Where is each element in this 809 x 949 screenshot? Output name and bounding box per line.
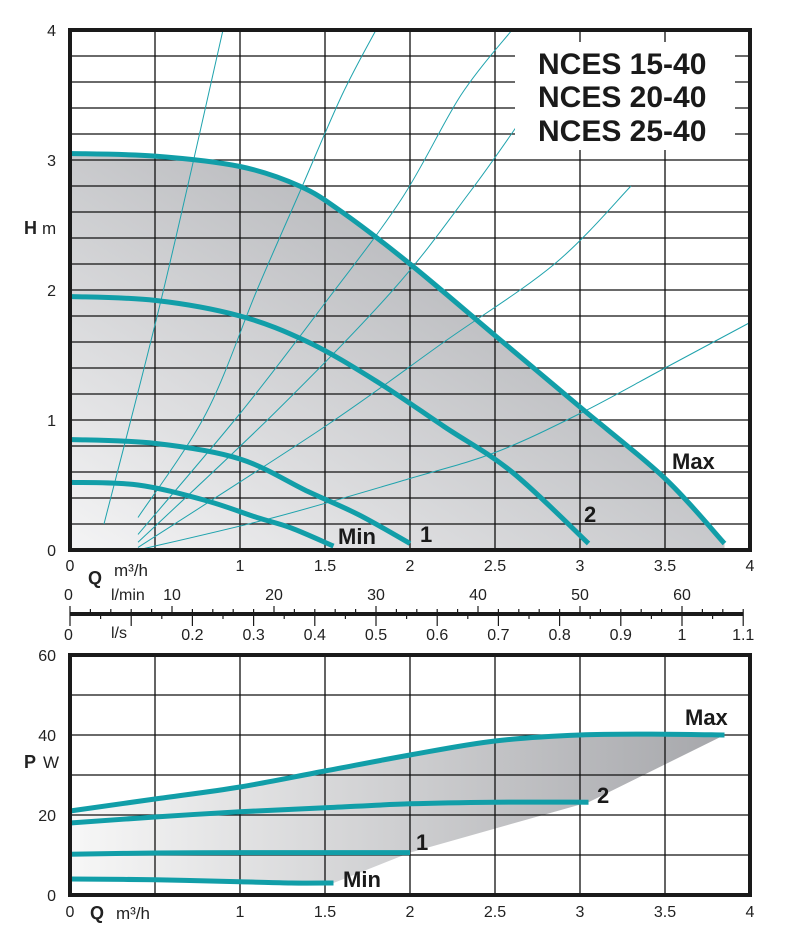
power-y-tick-label: 20 — [38, 808, 56, 825]
power-y-tick-label: 40 — [38, 728, 56, 745]
head-curves — [69, 151, 727, 549]
head-x-tick-label: 3 — [576, 558, 585, 575]
ls-tick-label: 1.1 — [732, 627, 754, 644]
head-y-tick-label: 1 — [47, 413, 56, 430]
head-curve-label-max: Max — [672, 449, 716, 474]
ls-tick-label: 0.4 — [304, 627, 326, 644]
lmin-tick-label: 20 — [265, 587, 283, 604]
power-x-tick-label: 3 — [576, 904, 585, 921]
power-curve-label-2: 2 — [597, 783, 609, 808]
power-x-tick-label: 2.5 — [484, 904, 506, 921]
head-ylabel-symbol: H — [24, 218, 37, 238]
head-axis-frame — [68, 28, 752, 552]
head-y-tick-label: 4 — [47, 23, 56, 40]
lmin-tick-label: 30 — [367, 587, 385, 604]
system-curve — [137, 120, 521, 543]
lmin-zero-label: 0 — [64, 587, 73, 604]
lmin-tick-label: 50 — [571, 587, 589, 604]
power-x-ticks: 0 1 1.5 2 2.5 3 3.5 4 — [66, 904, 755, 921]
head-curve-label-2: 2 — [584, 502, 596, 527]
head-y-ticks: 0 1 2 3 4 — [47, 23, 56, 560]
head-envelope-fill — [70, 153, 725, 550]
power-curve-label-min: Min — [343, 867, 381, 892]
power-axis-frame — [68, 653, 752, 897]
ls-tick-label: 0.2 — [181, 627, 203, 644]
head-x-tick-label: 1 — [236, 558, 245, 575]
power-curve-2 — [69, 799, 589, 826]
head-x-tick-label: 2 — [406, 558, 415, 575]
head-x-tick-label: 2.5 — [484, 558, 506, 575]
head-xlabel-symbol: Q — [88, 568, 102, 588]
power-y-tick-label: 60 — [38, 648, 56, 665]
head-x-tick-label: 0 — [66, 558, 75, 575]
head-curve-min — [69, 479, 335, 549]
system-curve — [137, 29, 513, 535]
ls-tick-label: 0.7 — [487, 627, 509, 644]
head-x-tick-label: 3.5 — [654, 558, 676, 575]
scale-ticks — [69, 606, 744, 626]
power-x-tick-label: 2 — [406, 904, 415, 921]
ls-tick-label: 1 — [678, 627, 687, 644]
ls-tick-label: 0.5 — [365, 627, 387, 644]
power-x-tick-label: 1 — [236, 904, 245, 921]
power-curves — [69, 731, 725, 886]
flow-conversion-scale: 0 l/min 0 l/s 10 20 30 40 50 60 0.2 0.3 0.4 0.5 0.… — [64, 587, 754, 644]
ls-tick-label: 0.6 — [426, 627, 448, 644]
model-title-2: NCES 20-40 — [538, 81, 706, 114]
ls-tick-label: 0.8 — [548, 627, 570, 644]
head-x-tick-label: 1.5 — [314, 558, 336, 575]
power-ylabel-unit: W — [43, 753, 59, 772]
power-x-tick-label: 1.5 — [314, 904, 336, 921]
ls-unit-label: l/s — [111, 625, 127, 642]
power-envelope-fill — [70, 734, 725, 883]
power-curve-label-1: 1 — [416, 830, 428, 855]
head-y-tick-label: 3 — [47, 153, 56, 170]
power-curve-1 — [69, 850, 410, 857]
model-title-1: NCES 15-40 — [538, 48, 706, 81]
power-xlabel-unit: m³/h — [116, 904, 150, 923]
power-x-tick-label: 3.5 — [654, 904, 676, 921]
power-x-tick-label: 4 — [746, 904, 755, 921]
head-curve-1 — [69, 437, 412, 546]
system-curve — [103, 29, 224, 525]
head-x-tick-label: 4 — [746, 558, 755, 575]
power-curve-max — [69, 731, 725, 814]
scale-labels: 10 20 30 40 50 60 0.2 0.3 0.4 0.5 0.6 0.7 0.8 0.9 1 1.1… — [163, 587, 754, 644]
power-x-tick-label: 0 — [66, 904, 75, 921]
power-y-ticks: 0 20 40 60 — [38, 648, 56, 905]
power-xlabel-symbol: Q — [90, 903, 104, 923]
head-y-tick-label: 0 — [47, 543, 56, 560]
head-ylabel-unit: m — [42, 219, 56, 238]
power-curve-label-max: Max — [685, 705, 729, 730]
head-xlabel-unit: m³/h — [114, 561, 148, 580]
power-ylabel-symbol: P — [24, 752, 36, 772]
power-curve-min — [69, 876, 334, 886]
ls-tick-label: 0.3 — [242, 627, 264, 644]
system-curve — [137, 29, 377, 518]
head-curve-label-1: 1 — [420, 522, 432, 547]
lmin-unit-label: l/min — [111, 587, 145, 604]
lmin-tick-label: 10 — [163, 587, 181, 604]
head-y-tick-label: 2 — [47, 283, 56, 300]
system-curve — [137, 185, 632, 548]
head-curve-max — [69, 151, 727, 546]
lmin-tick-label: 60 — [673, 587, 691, 604]
ls-zero-label: 0 — [64, 627, 73, 644]
ls-tick-label: 0.9 — [610, 627, 632, 644]
model-title-3: NCES 25-40 — [538, 115, 706, 148]
title-background — [515, 42, 735, 150]
head-curve-label-min: Min — [338, 524, 376, 549]
power-y-tick-label: 0 — [47, 888, 56, 905]
head-curve-2 — [69, 294, 591, 546]
head-x-ticks: 0 1 1.5 2 2.5 3 3.5 4 — [66, 558, 755, 575]
head-grid — [70, 30, 750, 550]
lmin-tick-label: 40 — [469, 587, 487, 604]
